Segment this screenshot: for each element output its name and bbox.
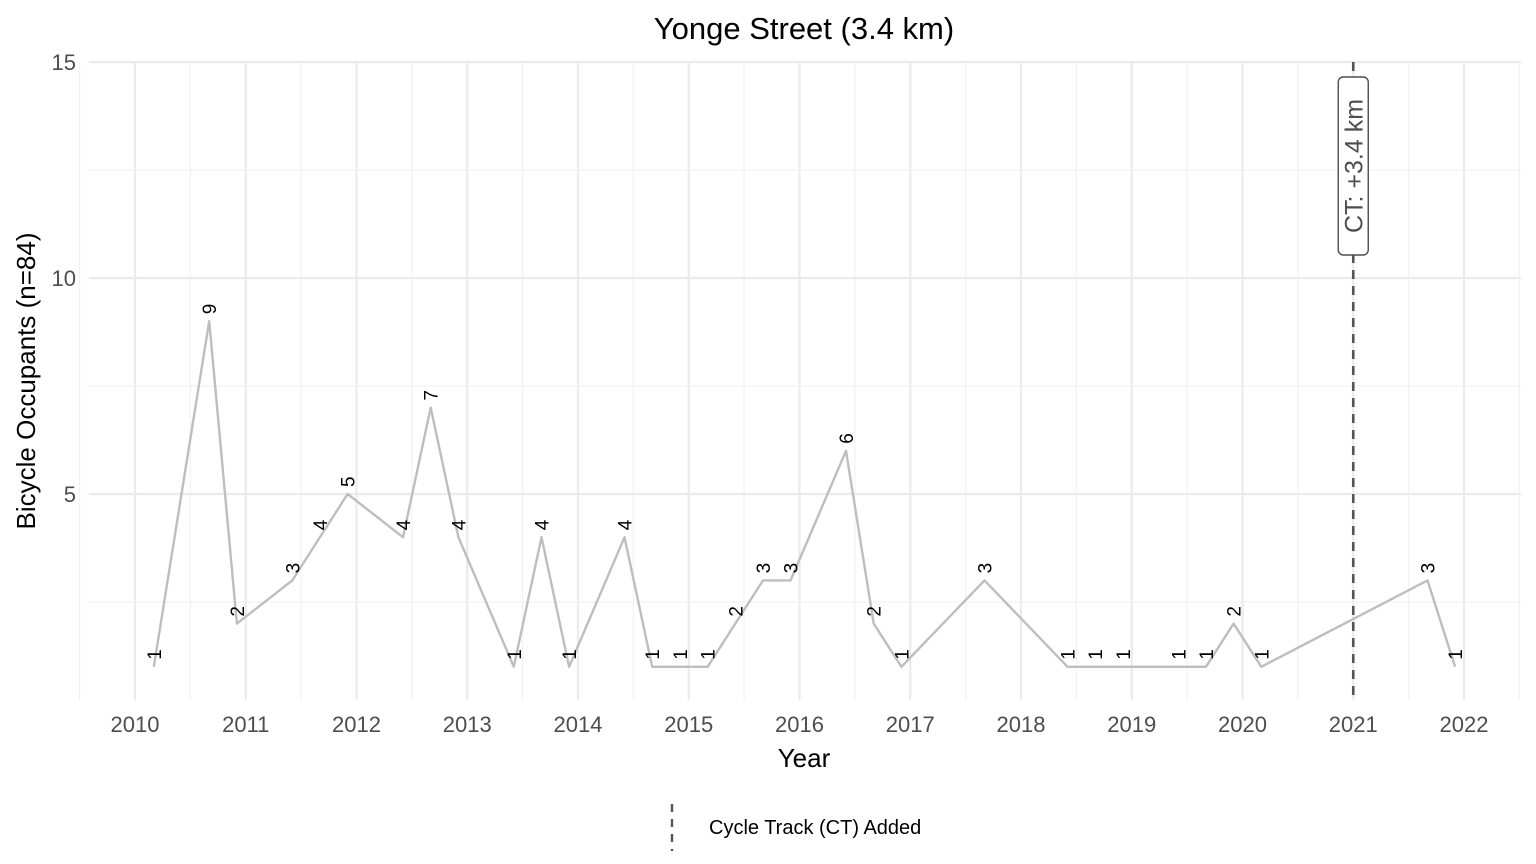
y-tick-label: 5 [64,482,76,507]
data-label: 1 [1197,649,1218,660]
series-polyline [152,320,1457,668]
data-label: 6 [837,433,858,444]
x-tick-label: 2021 [1329,712,1378,737]
reference-line-label-box [1337,76,1369,256]
data-label: 2 [1225,606,1246,617]
data-label: 1 [1059,649,1080,660]
x-tick-label: 2016 [775,712,824,737]
data-label: 3 [976,563,997,574]
reference-line: CT: +3.4 km [1337,62,1369,700]
legend: Cycle Track (CT) Added [670,804,921,851]
data-label: 3 [754,563,775,574]
data-label: 3 [782,563,803,574]
data-label: 1 [1252,649,1273,660]
y-tick-label: 10 [52,266,76,291]
x-tick-label: 2010 [111,712,160,737]
data-label: 1 [643,649,664,660]
data-label: 1 [560,649,581,660]
data-label: 4 [394,519,415,530]
data-label: 1 [145,649,166,660]
x-tick-label: 2012 [332,712,381,737]
data-label: 9 [200,304,221,315]
x-tick-label: 2017 [886,712,935,737]
data-label: 4 [311,519,332,530]
data-label: 7 [422,390,443,401]
data-label: 5 [339,476,360,487]
data-label: 1 [699,649,720,660]
x-axis-title: Year [778,743,831,773]
data-label: 4 [533,519,554,530]
data-label: 2 [726,606,747,617]
x-tick-label: 2011 [222,712,269,737]
data-label: 3 [1419,563,1440,574]
x-tick-label: 2013 [443,712,492,737]
data-label: 1 [892,649,913,660]
x-tick-label: 2018 [997,712,1046,737]
data-label: 1 [505,649,526,660]
data-label: 1 [1169,649,1190,660]
x-tick-label: 2019 [1107,712,1156,737]
x-tick-label: 2022 [1440,712,1489,737]
data-label: 3 [283,563,304,574]
x-tick-label: 2014 [554,712,603,737]
reference-line-label: CT: +3.4 km [1340,99,1368,233]
legend-label: Cycle Track (CT) Added [709,817,921,839]
x-axis-ticks: 2010 2011 2012 2013 2014 2015 2016 2017 2018 2019… [111,712,1489,737]
data-label: 2 [865,606,886,617]
data-label: 4 [616,519,637,530]
data-label: 1 [1446,649,1467,660]
x-tick-label: 2015 [664,712,713,737]
y-axis-ticks: 5 10 15 [52,50,76,507]
y-tick-label: 15 [52,50,76,75]
chart-title: Yonge Street (3.4 km) [654,11,954,46]
data-label: 1 [1086,649,1107,660]
y-axis-title: Bicycle Occupants (n=84) [11,233,41,530]
data-label: 2 [228,606,249,617]
data-label: 4 [449,519,470,530]
x-tick-label: 2020 [1218,712,1267,737]
series-line [152,320,1457,668]
data-label: 1 [671,649,692,660]
grid [79,60,1521,700]
data-label: 1 [1114,649,1135,660]
